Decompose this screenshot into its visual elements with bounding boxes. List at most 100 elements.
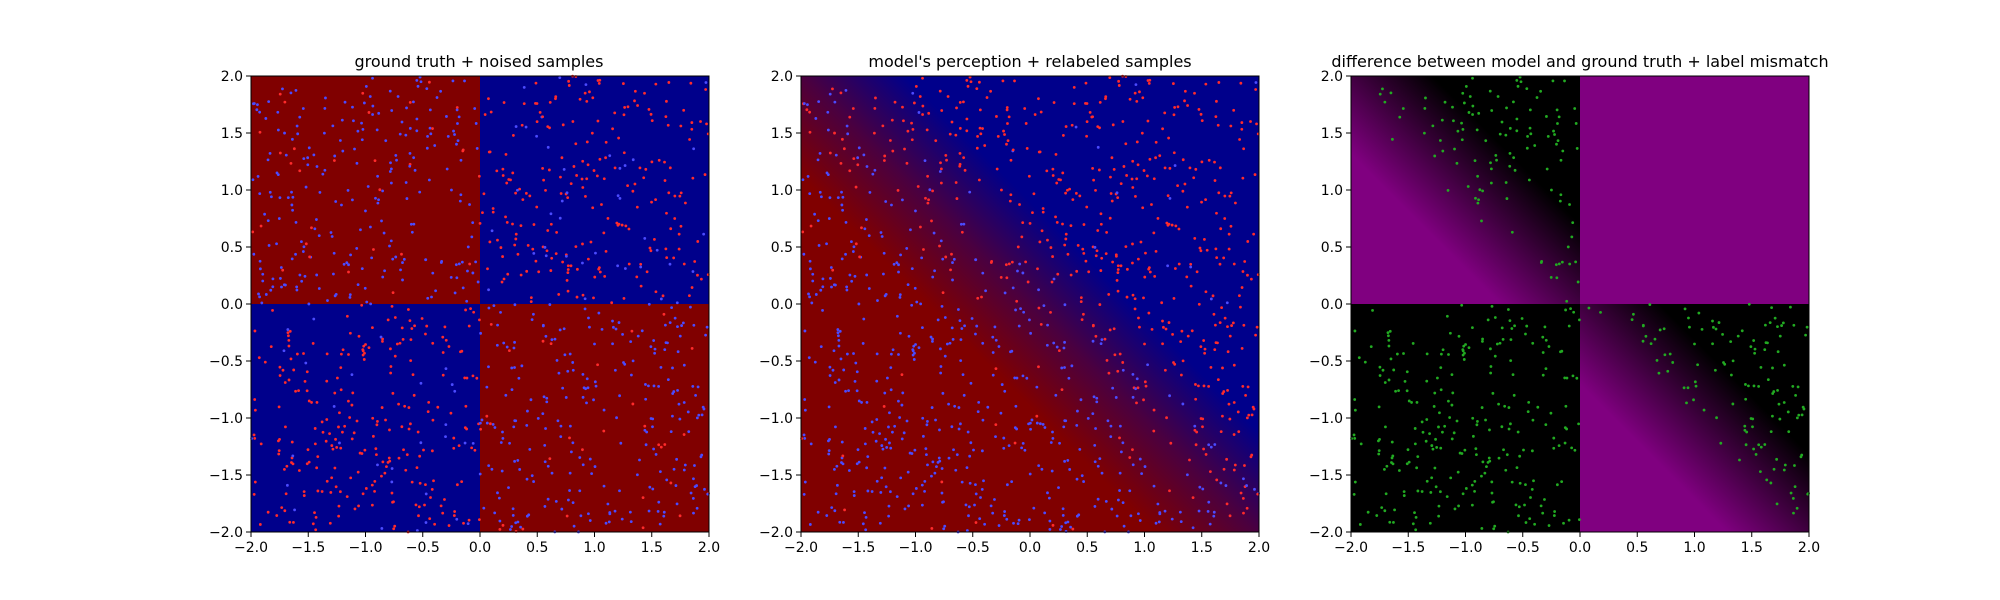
mismatch-point <box>1480 474 1483 478</box>
sample-point <box>644 167 648 171</box>
sample-point <box>313 442 317 446</box>
sample-point <box>1006 122 1009 125</box>
mismatch-point <box>1378 374 1382 377</box>
sample-point <box>373 480 377 483</box>
sample-point <box>501 167 505 171</box>
sample-point <box>580 177 584 181</box>
mismatch-point <box>1799 455 1803 459</box>
sample-point <box>1214 323 1217 327</box>
sample-point <box>581 293 585 297</box>
sample-point <box>923 480 927 483</box>
sample-point <box>1116 369 1120 373</box>
sample-point <box>1218 321 1222 325</box>
sample-point <box>867 234 871 238</box>
sample-point <box>371 76 374 80</box>
mismatch-point <box>1443 100 1447 104</box>
sample-point <box>1069 273 1073 277</box>
mismatch-point <box>1571 221 1575 225</box>
mismatch-point <box>1731 359 1735 363</box>
sample-point <box>320 490 324 493</box>
sample-point <box>339 366 343 370</box>
sample-point <box>657 158 661 162</box>
sample-point <box>965 466 969 470</box>
sample-point <box>985 96 989 99</box>
sample-point <box>696 240 700 243</box>
sample-point <box>677 232 681 236</box>
sample-point <box>803 398 807 401</box>
sample-point <box>1060 388 1064 391</box>
mismatch-point <box>1467 111 1471 114</box>
sample-point <box>1169 441 1173 445</box>
sample-point <box>1075 269 1079 273</box>
mismatch-point <box>1782 468 1786 472</box>
mismatch-point <box>1529 132 1533 136</box>
sample-point <box>557 293 561 296</box>
sample-point <box>567 84 571 87</box>
mismatch-point <box>1574 260 1578 264</box>
sample-point <box>408 152 412 155</box>
sample-point <box>947 402 950 406</box>
sample-point <box>671 366 674 370</box>
sample-point <box>871 430 875 434</box>
sample-point <box>541 339 545 343</box>
sample-point <box>507 486 510 490</box>
sample-point <box>918 95 922 98</box>
sample-point <box>1020 235 1024 239</box>
sample-point <box>896 189 900 192</box>
sample-point <box>657 384 661 388</box>
sample-point <box>623 164 627 167</box>
sample-point <box>939 161 942 165</box>
sample-point <box>1004 263 1008 267</box>
sample-point <box>602 177 606 181</box>
sample-point <box>905 161 909 165</box>
sample-point <box>1131 186 1135 189</box>
sample-point <box>301 250 305 253</box>
sample-point <box>1005 276 1009 280</box>
sample-point <box>383 269 386 273</box>
sample-point <box>874 439 878 443</box>
sample-point <box>318 190 322 194</box>
sample-point <box>802 102 806 105</box>
sample-point <box>310 401 313 404</box>
sample-point <box>554 252 558 256</box>
x-tick-label: −1.5 <box>291 540 325 556</box>
sample-point <box>1241 176 1245 180</box>
sample-point <box>431 271 435 275</box>
sample-point <box>808 192 812 196</box>
sample-point <box>1152 231 1156 235</box>
mismatch-point <box>1729 340 1733 344</box>
mismatch-point <box>1390 461 1393 464</box>
sample-point <box>1117 79 1121 83</box>
sample-point <box>1023 448 1027 452</box>
sample-point <box>1200 160 1204 164</box>
mismatch-point <box>1747 302 1751 306</box>
mismatch-point <box>1451 105 1454 109</box>
mismatch-point <box>1464 343 1467 346</box>
sample-point <box>607 520 611 524</box>
mismatch-point <box>1437 425 1440 429</box>
sample-point <box>285 464 289 468</box>
sample-point <box>704 88 708 91</box>
sample-point <box>1201 417 1205 421</box>
sample-point <box>1215 256 1219 260</box>
sample-point <box>464 404 468 408</box>
sample-point <box>808 523 812 526</box>
sample-point <box>841 454 845 458</box>
sample-point <box>345 314 349 318</box>
sample-point <box>500 280 504 284</box>
sample-point <box>889 446 893 450</box>
sample-point <box>321 430 325 434</box>
sample-point <box>502 277 506 281</box>
sample-point <box>920 483 924 487</box>
mismatch-point <box>1415 400 1419 404</box>
sample-point <box>1206 510 1210 513</box>
mismatch-point <box>1641 339 1645 343</box>
sample-point <box>513 366 516 369</box>
sample-point <box>566 289 570 293</box>
sample-point <box>305 370 309 374</box>
sample-point <box>381 460 385 464</box>
sample-point <box>474 122 478 125</box>
mismatch-point <box>1497 402 1500 406</box>
sample-point <box>699 455 703 459</box>
mismatch-point <box>1524 521 1528 524</box>
